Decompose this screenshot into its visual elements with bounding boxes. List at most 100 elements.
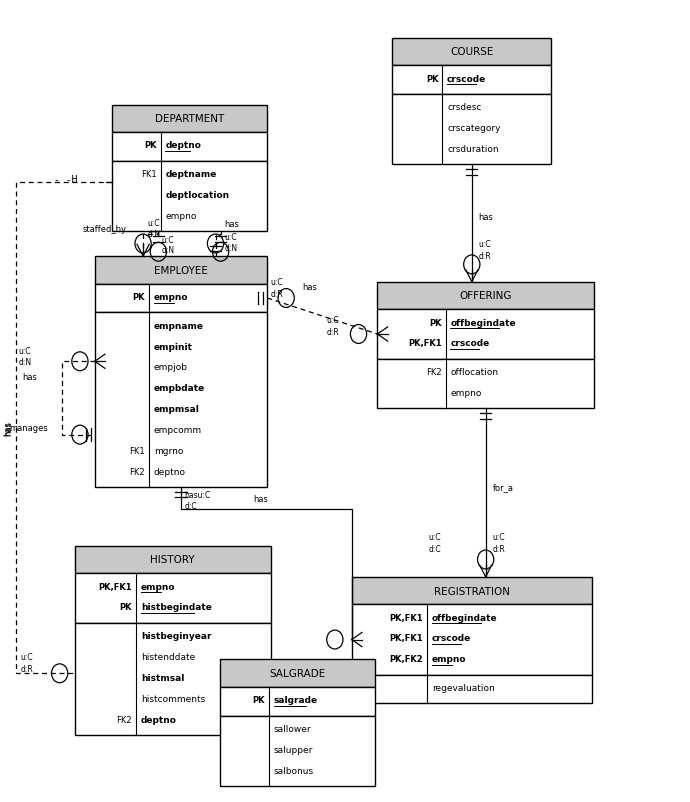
Text: mgrno: mgrno <box>154 446 184 456</box>
Text: has: has <box>225 220 239 229</box>
Text: empjob: empjob <box>154 363 188 372</box>
Text: PK,FK2: PK,FK2 <box>390 654 424 663</box>
Text: SALGRADE: SALGRADE <box>270 668 326 678</box>
Text: sallower: sallower <box>274 724 311 733</box>
Text: d:R: d:R <box>327 327 339 337</box>
Text: histcomments: histcomments <box>141 694 205 703</box>
Text: crscategory: crscategory <box>447 124 501 133</box>
Text: HISTORY: HISTORY <box>150 555 195 565</box>
Bar <box>220 659 375 687</box>
Bar <box>352 675 592 703</box>
Bar <box>220 687 375 715</box>
Text: deptname: deptname <box>166 170 217 179</box>
Text: empno: empno <box>451 388 482 398</box>
Bar <box>393 67 551 95</box>
Text: PK: PK <box>429 318 442 327</box>
Text: FK2: FK2 <box>130 467 145 476</box>
Text: staffed_by: staffed_by <box>82 225 126 233</box>
Text: FK1: FK1 <box>141 170 157 179</box>
Text: empno: empno <box>141 581 175 591</box>
Text: histbegindate: histbegindate <box>141 602 212 612</box>
Text: empbdate: empbdate <box>154 383 205 393</box>
Text: d:R: d:R <box>21 664 33 673</box>
Text: salgrade: salgrade <box>274 695 318 704</box>
Text: d:R: d:R <box>270 290 284 298</box>
Text: empno: empno <box>166 212 197 221</box>
Text: PK: PK <box>132 293 145 302</box>
Text: d:C: d:C <box>428 544 441 553</box>
Text: PK,FK1: PK,FK1 <box>390 634 424 642</box>
Bar <box>75 573 270 623</box>
Text: crscode: crscode <box>432 634 471 642</box>
Text: deptlocation: deptlocation <box>166 191 230 200</box>
Text: regevaluation: regevaluation <box>432 683 495 692</box>
Bar <box>352 577 592 605</box>
Text: offbegindate: offbegindate <box>432 613 497 622</box>
Text: d:N: d:N <box>161 245 175 254</box>
Text: empinit: empinit <box>154 342 193 351</box>
Text: d:R: d:R <box>479 252 491 261</box>
Text: u:C: u:C <box>161 235 175 245</box>
Text: has: has <box>22 372 37 381</box>
Text: PK,FK1: PK,FK1 <box>390 613 424 622</box>
Text: salupper: salupper <box>274 745 313 754</box>
Text: hasu:C: hasu:C <box>184 490 210 499</box>
Text: u:C: u:C <box>19 347 31 356</box>
Text: PK: PK <box>144 141 157 150</box>
Text: offbegindate: offbegindate <box>451 318 516 327</box>
Text: u:C: u:C <box>428 533 441 541</box>
Text: u:C: u:C <box>327 316 339 325</box>
Text: salbonus: salbonus <box>274 766 314 775</box>
Text: PK,FK1: PK,FK1 <box>408 339 442 348</box>
Text: deptno: deptno <box>141 715 177 723</box>
Bar <box>112 106 267 133</box>
Bar <box>352 605 592 675</box>
Text: histmsal: histmsal <box>141 673 184 682</box>
Text: u:C: u:C <box>270 277 283 286</box>
Bar <box>377 359 594 409</box>
Text: for_a: for_a <box>493 482 513 491</box>
Text: histbeginyear: histbeginyear <box>141 631 212 640</box>
Text: PK,FK1: PK,FK1 <box>99 581 132 591</box>
Bar <box>377 310 594 359</box>
Text: empcomm: empcomm <box>154 425 202 435</box>
Bar <box>377 282 594 310</box>
Text: empno: empno <box>154 293 188 302</box>
Text: DEPARTMENT: DEPARTMENT <box>155 114 224 124</box>
Text: d:N: d:N <box>147 230 160 239</box>
Text: has: has <box>253 495 268 504</box>
Text: FK2: FK2 <box>117 715 132 723</box>
Bar <box>393 38 551 67</box>
Text: d:N: d:N <box>19 358 32 367</box>
Text: crscode: crscode <box>451 339 490 348</box>
Bar <box>75 623 270 735</box>
Text: PK: PK <box>253 695 265 704</box>
Text: offlocation: offlocation <box>451 367 498 377</box>
Bar <box>95 284 267 313</box>
Bar <box>393 95 551 165</box>
Text: d:N: d:N <box>225 244 238 253</box>
Text: has: has <box>479 213 493 222</box>
Bar <box>75 546 270 573</box>
Text: u:C: u:C <box>147 218 160 227</box>
Text: deptno: deptno <box>154 467 186 476</box>
Text: has: has <box>3 420 12 435</box>
Text: u:C: u:C <box>479 240 491 249</box>
Text: crsdesc: crsdesc <box>447 103 482 112</box>
Text: FK2: FK2 <box>426 367 442 377</box>
Text: empname: empname <box>154 322 204 330</box>
Text: PK: PK <box>120 602 132 612</box>
Text: EMPLOYEE: EMPLOYEE <box>154 265 208 276</box>
Text: crscode: crscode <box>447 75 486 83</box>
Text: OFFERING: OFFERING <box>460 291 512 301</box>
Text: REGISTRATION: REGISTRATION <box>434 585 510 596</box>
Bar <box>112 133 267 162</box>
Text: d:C: d:C <box>184 501 197 510</box>
Text: FK1: FK1 <box>130 446 145 456</box>
Text: deptno: deptno <box>166 141 201 150</box>
Text: empno: empno <box>432 654 466 663</box>
Text: PK: PK <box>426 75 438 83</box>
Text: manages: manages <box>10 423 48 432</box>
Text: d:R: d:R <box>493 544 505 553</box>
Text: u:C: u:C <box>493 533 505 541</box>
